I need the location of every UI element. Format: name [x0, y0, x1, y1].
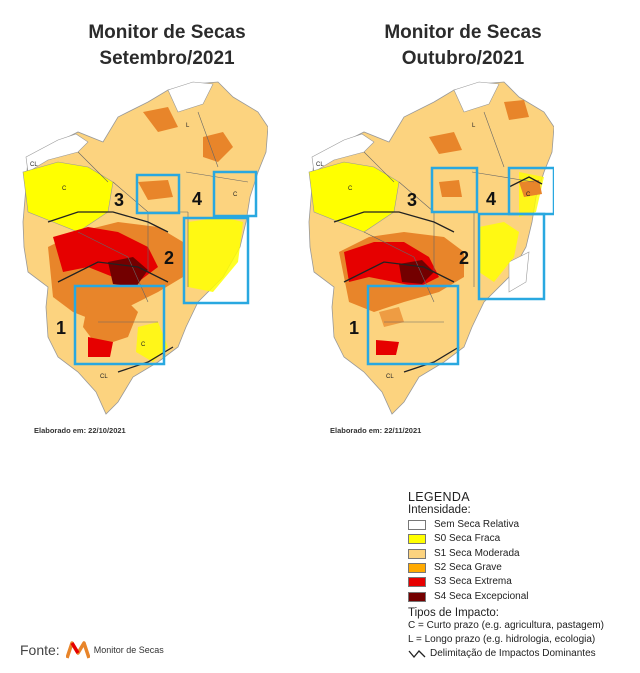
impact-label-cl: CL [30, 162, 38, 168]
title-line-2: Setembro/2021 [99, 48, 235, 69]
map-s4-center [399, 260, 434, 284]
map-s2-ne [519, 180, 542, 197]
legend-item: Sem Seca Relativa [408, 518, 633, 532]
source-label: Fonte: [20, 642, 60, 658]
impact-label-cl: CL [316, 162, 324, 168]
drought-map-october: 3 4 2 1 CL C C CL L [308, 81, 554, 415]
legend-swatch [408, 520, 426, 531]
map-s2-south [83, 292, 138, 347]
impact-delimitation-line [333, 176, 543, 373]
map-legend: LEGENDA Intensidade: Sem Seca Relativa S… [408, 490, 633, 661]
region-box-4 [212, 170, 258, 218]
impact-label-c: C [62, 186, 67, 192]
impact-label-c: C [348, 186, 353, 192]
map-no-drought-east [508, 251, 530, 293]
region-box-1 [366, 284, 460, 366]
map-s3-south [376, 340, 399, 355]
map-s0-west [188, 217, 243, 292]
map-s2-ne [203, 132, 233, 162]
legend-label: S4 Seca Excepcional [434, 590, 529, 602]
region-number-3: 3 [114, 190, 124, 210]
legend-title: LEGENDA [408, 490, 470, 504]
impact-label-cl: CL [100, 374, 108, 380]
elaborado-date-september: Elaborado em: 22/10/2021 [34, 426, 126, 435]
map-s0-south [136, 322, 168, 362]
source-credit: Fonte: Monitor de Secas [20, 641, 164, 659]
impact-label-l: L [472, 123, 476, 129]
legend-swatch [408, 548, 426, 559]
impact-label-c: C [233, 192, 238, 198]
region-box-3 [135, 173, 181, 215]
legend-impact-line-item: Delimitação de Impactos Dominantes [408, 647, 633, 661]
legend-item: S1 Seca Moderada [408, 547, 633, 561]
legend-impact-line-label: Delimitação de Impactos Dominantes [430, 647, 596, 659]
map-s2-north [143, 107, 178, 132]
legend-swatch [408, 591, 426, 602]
region-number-2: 2 [459, 248, 469, 268]
impact-label-l: L [186, 123, 190, 129]
map-s3-south [88, 337, 113, 357]
legend-item: S3 Seca Extrema [408, 575, 633, 589]
elaborado-date-october: Elaborado em: 22/11/2021 [330, 426, 422, 435]
region-box-1 [73, 284, 166, 366]
legend-item: S2 Seca Grave [408, 561, 633, 575]
legend-impact-l: L = Longo prazo (e.g. hidrologia, ecolog… [408, 633, 596, 645]
legend-swatch [408, 563, 426, 574]
legend-impact-title: Tipos de Impacto: [408, 606, 499, 619]
delimitation-line-icon [408, 649, 426, 658]
region-box-2 [182, 216, 250, 305]
map-s0-west [479, 222, 519, 282]
legend-label: S3 Seca Extrema [434, 576, 512, 588]
legend-impact-c: C = Curto prazo (e.g. agricultura, pasta… [408, 619, 604, 631]
map-s2-top [504, 100, 529, 120]
title-line-1: Monitor de Secas [384, 22, 542, 43]
legend-label: S1 Seca Moderada [434, 547, 520, 559]
region-box-3 [430, 166, 479, 214]
region-number-4: 4 [486, 189, 496, 209]
region-number-1: 1 [349, 318, 359, 338]
map-no-drought-north [167, 81, 214, 113]
legend-item: S0 Seca Fraca [408, 532, 633, 546]
legend-swatch [408, 577, 426, 588]
monitor-de-secas-logo-icon [65, 641, 90, 659]
legend-intensity-title: Intensidade: [408, 504, 471, 516]
legend-label: Sem Seca Relativa [434, 519, 520, 531]
drought-map-september: 3 4 2 1 CL C C C CL L [22, 81, 268, 415]
title-line-1: Monitor de Secas [88, 22, 246, 43]
map-s2-box3 [439, 180, 462, 197]
map-s2-north [429, 132, 462, 154]
map-title-september: Monitor de Secas Setembro/2021 [47, 20, 287, 72]
impact-label-cl: CL [386, 374, 394, 380]
map-title-october: Monitor de Secas Outubro/2021 [343, 20, 583, 72]
legend-item: S4 Seca Excepcional [408, 589, 633, 603]
legend-swatch [408, 534, 426, 545]
source-brand: Monitor de Secas [93, 645, 164, 655]
impact-label-c: C [526, 192, 531, 198]
title-line-2: Outubro/2021 [401, 48, 525, 69]
map-no-drought-north [453, 81, 500, 113]
legend-label: S0 Seca Fraca [434, 533, 501, 545]
legend-label: S2 Seca Grave [434, 562, 502, 574]
region-number-4: 4 [192, 189, 202, 209]
impact-label-c: C [141, 342, 146, 348]
map-s2-box3 [138, 180, 173, 200]
region-number-2: 2 [164, 248, 174, 268]
region-number-3: 3 [407, 190, 417, 210]
region-number-1: 1 [56, 318, 66, 338]
region-box-2 [477, 212, 546, 301]
